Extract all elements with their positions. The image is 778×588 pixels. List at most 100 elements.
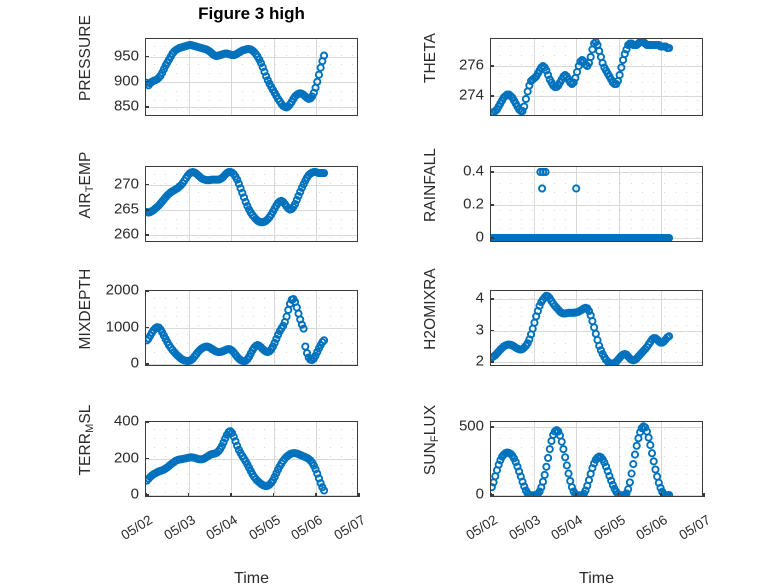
gridline-horizontal [491, 495, 702, 496]
gridline-horizontal [491, 66, 702, 67]
y-tick-label: 500 [458, 417, 484, 435]
data-series-sun_flux [491, 422, 674, 496]
y-axis-label-mixdepth: MIXDEPTH [77, 268, 94, 350]
plot-area-sun_flux [490, 421, 703, 497]
y-tick-mark [145, 105, 149, 108]
gridline-vertical [231, 167, 233, 241]
y-tick-label: 0.2 [463, 195, 484, 213]
y-tick-label: 0 [130, 354, 139, 372]
y-tick-mark [490, 329, 494, 332]
y-tick-label: 950 [113, 47, 139, 65]
gridline-horizontal [491, 171, 702, 173]
gridline-vertical [618, 167, 620, 241]
y-tick-label: 850 [113, 97, 139, 115]
gridline-vertical [533, 167, 535, 241]
gridline-vertical [661, 291, 663, 365]
y-tick-label: 2 [475, 352, 484, 370]
gridline-horizontal [146, 106, 357, 108]
y-tick-label: 900 [113, 72, 139, 90]
gridline-vertical [661, 422, 663, 496]
y-tick-label: 400 [113, 412, 139, 430]
gridline-vertical [533, 422, 535, 496]
gridline-vertical [661, 39, 663, 115]
gridline-horizontal [491, 96, 702, 97]
x-tick-label: 05/07 [676, 512, 713, 543]
y-tick-label: 0.4 [463, 162, 484, 180]
x-tick-label: 05/05 [591, 512, 628, 543]
x-tick-label: 05/03 [160, 512, 198, 543]
y-axis-label-h2o_mixra: H2OMIXRA [422, 268, 439, 350]
gridline-horizontal [146, 327, 357, 329]
x-tick-label: 05/05 [246, 512, 283, 543]
gridline-horizontal [146, 495, 357, 496]
data-series-rainfall [491, 167, 674, 241]
y-tick-label: 0 [475, 485, 484, 503]
y-tick-mark [145, 209, 149, 211]
y-tick-mark [145, 326, 149, 329]
data-series-h2o_mixra [491, 291, 674, 365]
y-tick-mark [490, 297, 494, 300]
x-tick-label: 05/04 [203, 512, 241, 543]
data-series-air_temp [146, 168, 329, 227]
x-axis-label: Time [579, 570, 614, 587]
gridline-vertical [618, 39, 620, 115]
x-tick-mark [145, 493, 147, 497]
data-series-mixdepth [146, 294, 329, 365]
y-tick-mark [145, 80, 149, 83]
y-axis-label-rainfall: RAINFALL [422, 147, 439, 223]
y-tick-mark [490, 361, 494, 363]
gridline-vertical [661, 167, 663, 241]
gridline-vertical [316, 167, 318, 241]
y-tick-mark [145, 457, 149, 460]
gridline-horizontal [146, 235, 357, 237]
x-tick-mark [660, 493, 662, 497]
gridline-horizontal [146, 364, 357, 365]
gridline-horizontal [491, 298, 702, 300]
figure-title: Figure 3 high [198, 4, 305, 23]
gridline-vertical [618, 291, 620, 365]
y-tick-label: 260 [113, 225, 139, 243]
y-tick-label: 276 [458, 56, 484, 74]
x-tick-mark [187, 493, 190, 497]
y-tick-label: 0 [475, 228, 484, 246]
gridline-vertical [576, 39, 578, 115]
x-tick-mark [358, 493, 360, 497]
y-tick-label: 2000 [105, 281, 139, 299]
y-tick-label: 270 [113, 175, 139, 193]
x-tick-mark [272, 493, 275, 497]
y-tick-label: 4 [475, 289, 484, 307]
y-tick-label: 0 [130, 485, 139, 503]
gridline-vertical [618, 422, 620, 496]
minor-grid [491, 167, 702, 241]
y-tick-label: 3 [475, 321, 484, 339]
x-tick-label: 05/07 [331, 512, 368, 543]
y-tick-mark [490, 426, 494, 429]
x-tick-mark [315, 493, 317, 497]
gridline-horizontal [491, 362, 702, 364]
y-tick-mark [145, 234, 149, 236]
gridline-vertical [231, 39, 233, 115]
plot-area-pressure [145, 38, 358, 116]
y-axis-label-air_temp: AIRTEMP [77, 151, 96, 219]
y-tick-mark [490, 65, 494, 67]
x-tick-label: 05/04 [548, 512, 586, 543]
data-series-theta [491, 39, 674, 115]
plot-area-terr_msl [145, 421, 358, 497]
gridline-vertical [188, 39, 190, 115]
y-tick-mark [145, 55, 149, 58]
gridline-vertical [188, 167, 190, 241]
x-tick-label: 05/02 [463, 512, 500, 543]
gridline-horizontal [146, 458, 357, 460]
plot-area-rainfall [490, 166, 703, 242]
y-axis-label-sun_flux: SUNFLUX [422, 404, 441, 476]
x-tick-mark [617, 493, 620, 497]
y-tick-label: 200 [113, 449, 139, 467]
y-tick-mark [490, 237, 494, 239]
gridline-vertical [576, 167, 578, 241]
y-tick-mark [145, 183, 149, 186]
x-tick-mark [575, 493, 577, 497]
plot-area-mixdepth [145, 290, 358, 366]
y-tick-mark [490, 494, 494, 496]
y-tick-mark [490, 95, 494, 97]
